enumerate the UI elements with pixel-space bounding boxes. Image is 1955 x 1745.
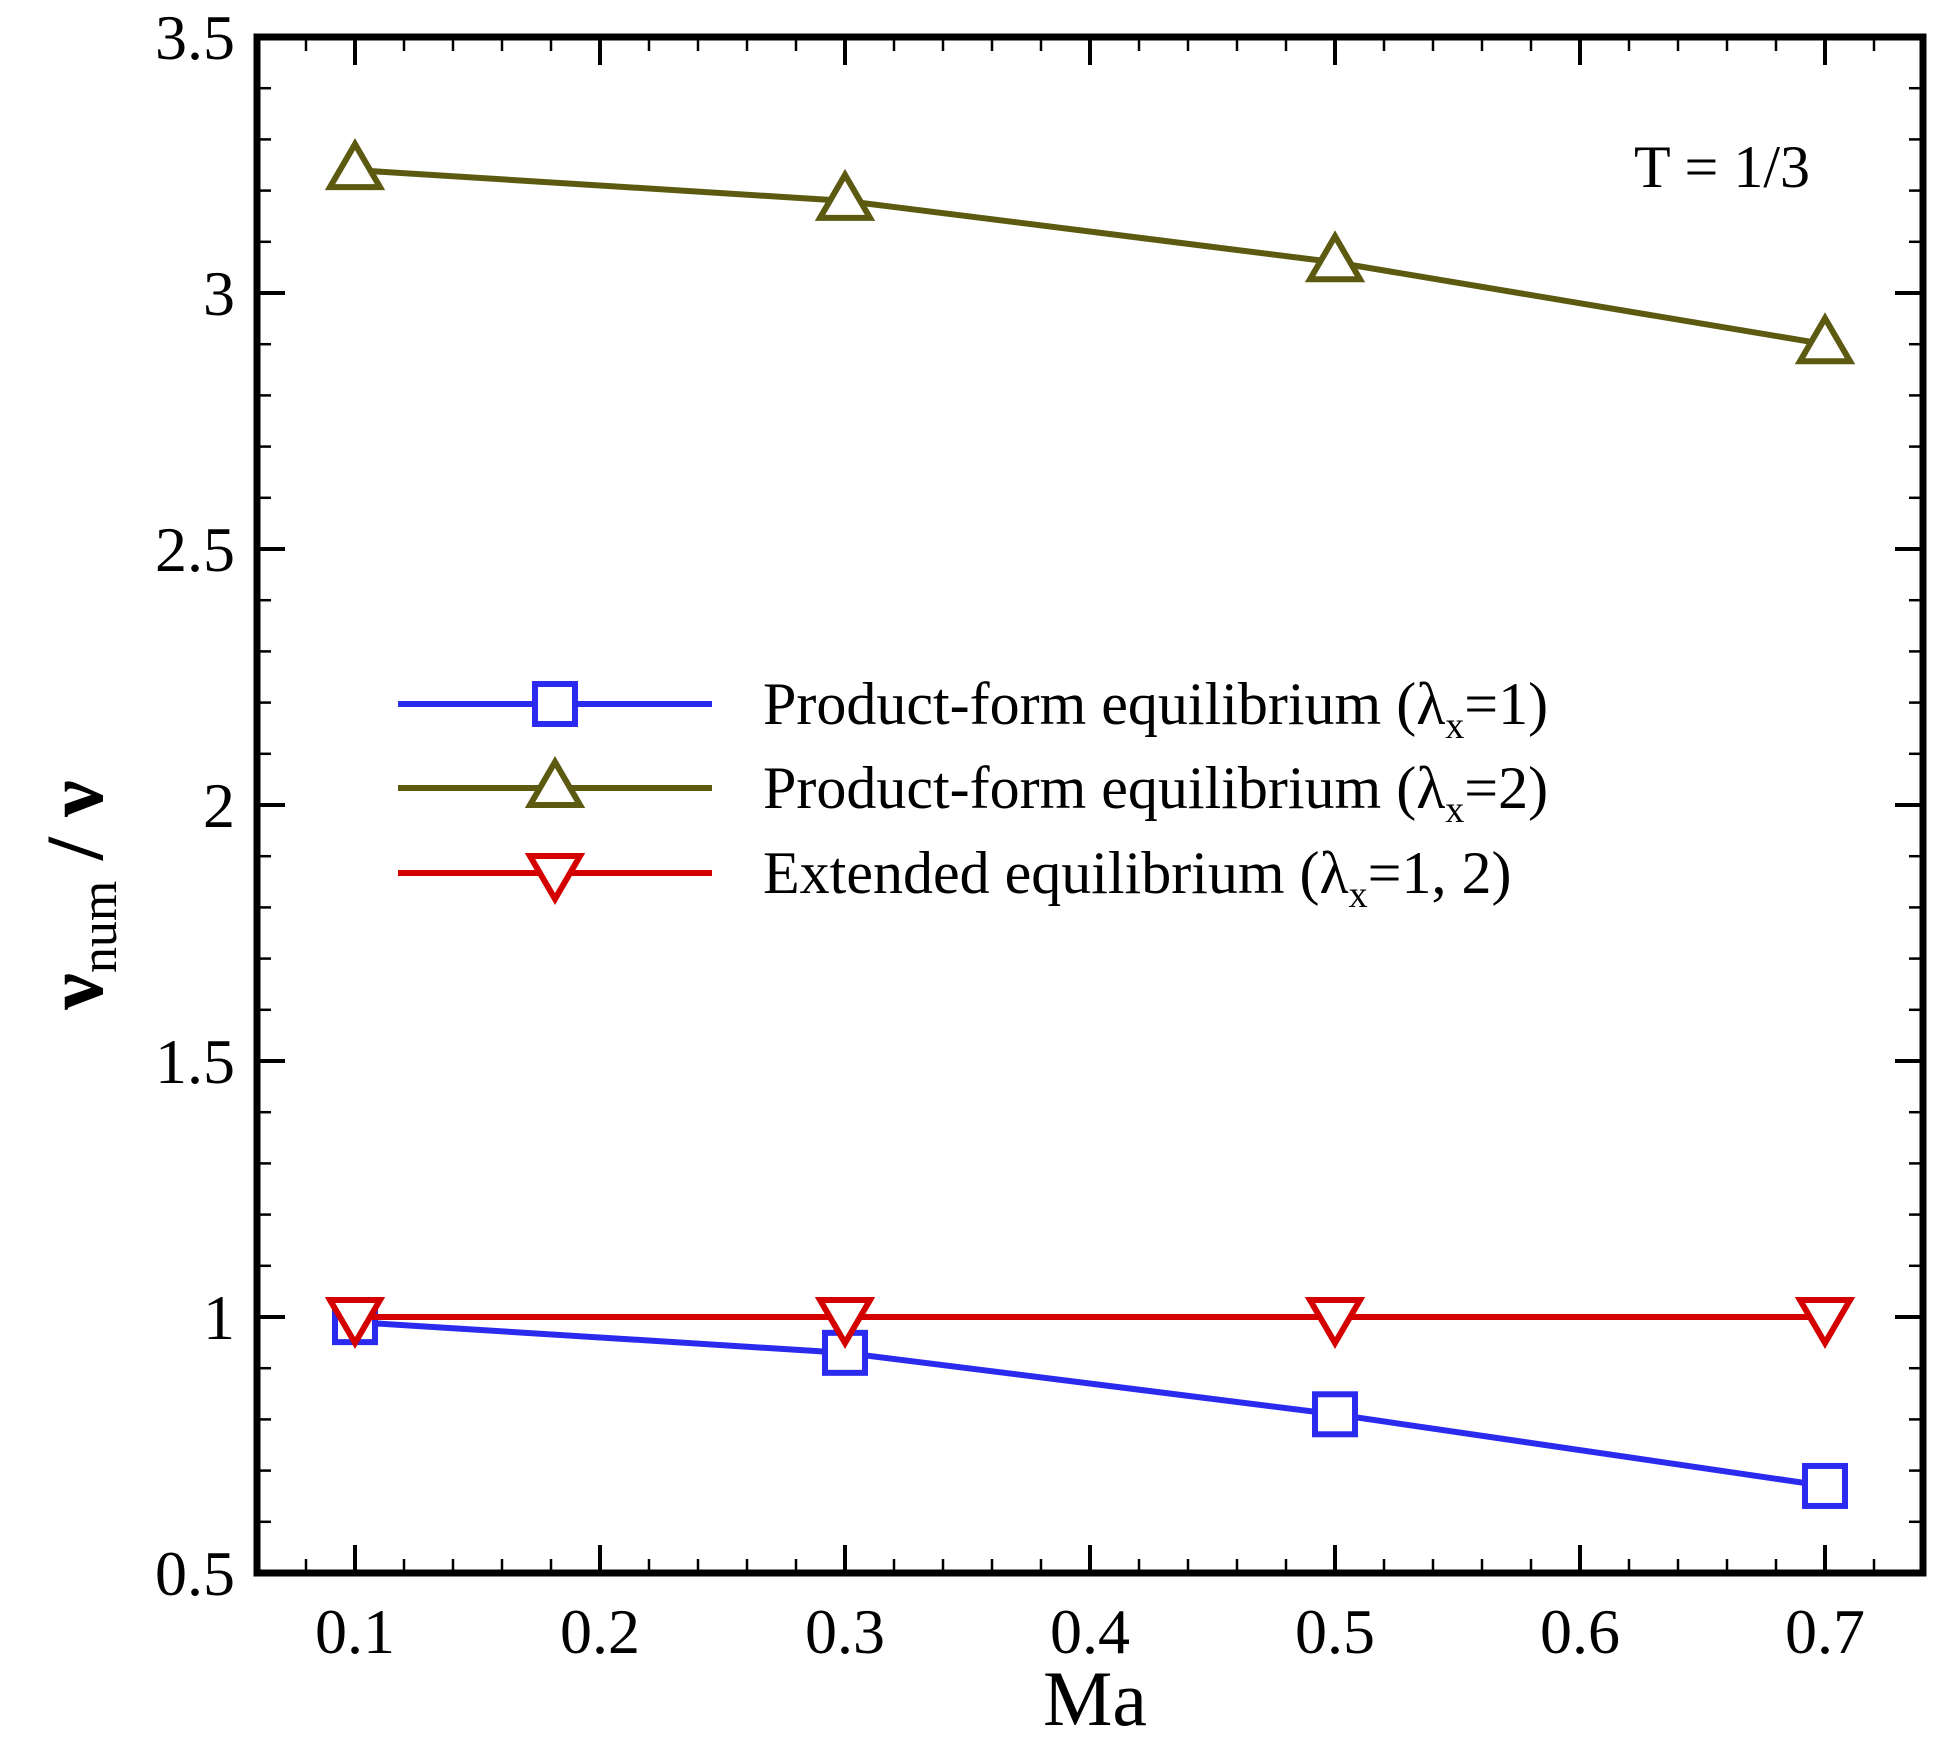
data-point [324,138,386,191]
x-tick-label: 0.5 [1295,1596,1375,1667]
legend-label: Extended equilibrium (λx=1, 2) [763,840,1511,916]
data-point [1312,1391,1358,1438]
data-point [1802,1462,1848,1509]
x-tick-label: 0.2 [560,1596,640,1667]
y-tick-label: 3 [203,258,235,329]
tick-labels: 0.1 0.2 0.3 0.4 0.5 0.6 0.7 0.5 1 1.5 2 2.5 3 3.5 [155,2,1865,1667]
series-line [354,167,1826,348]
data-point [814,1297,876,1349]
legend-label: Product-form equilibrium (λx=1) [763,671,1548,747]
legend-marker [532,681,578,727]
legend-entry-3: Extended equilibrium (λx=1, 2) [398,840,1511,916]
x-axis-title: Ma [1043,1655,1147,1742]
legend: Product-form equilibrium (λx=1) Product-f… [398,671,1548,916]
data-point [814,168,876,221]
data-point [1304,230,1366,283]
x-tick-label: 0.6 [1540,1596,1620,1667]
data-point [324,1297,386,1349]
series-3 [324,1297,1856,1349]
x-tick-label: 0.3 [805,1596,885,1667]
data-point [1794,312,1856,365]
legend-entry-1: Product-form equilibrium (λx=1) [398,671,1548,747]
y-axis-title-tail: / ν [29,780,120,880]
legend-marker [524,756,586,808]
y-tick-label: 1.5 [155,1026,235,1097]
y-tick-label: 1 [203,1282,235,1353]
series-1 [332,1299,1848,1509]
data-point [1304,1297,1366,1349]
y-tick-label: 2.5 [155,514,235,585]
plot-frame [253,33,1927,1577]
annotation-text: T = 1/3 [1634,134,1810,200]
y-axis-title-sub: num [71,881,128,973]
data-point [1794,1297,1856,1349]
legend-marker [524,853,586,905]
series-line [354,1319,1826,1489]
y-tick-label: 3.5 [155,2,235,73]
y-tick-label: 2 [203,770,235,841]
y-axis-title: νnum / ν [29,780,128,1011]
legend-label: Product-form equilibrium (λx=2) [763,755,1548,831]
x-tick-label: 0.1 [315,1596,395,1667]
x-tick-label: 0.4 [1050,1596,1130,1667]
series-2 [324,138,1856,365]
x-tick-label: 0.7 [1785,1596,1865,1667]
y-tick-label: 0.5 [155,1538,235,1609]
series-layer [324,138,1856,1509]
legend-entry-2: Product-form equilibrium (λx=2) [398,755,1548,831]
y-axis-title-main: ν [29,973,120,1011]
